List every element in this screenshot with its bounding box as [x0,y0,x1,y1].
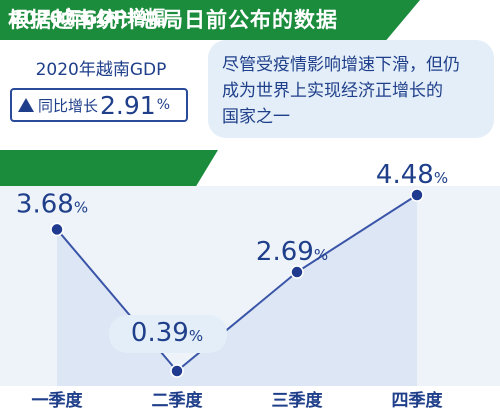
stat-label: 2020年越南GDP [35,60,167,80]
data-label-2: 0.39% [131,318,203,348]
note-line-2: 成为世界上实现经济正增长的 [222,81,443,101]
growth-label: 同比增长 [38,96,99,115]
triangle-up-icon [18,98,34,112]
data-point-3 [290,265,304,279]
chart-header-banner [0,150,218,186]
note-line-3: 国家之一 [222,107,290,127]
data-label-3: 2.69% [256,237,328,267]
x-tick-label-1: 一季度 [32,390,84,411]
data-label-4: 4.48% [376,160,448,190]
note-line-1: 尽管受疫情影响增速下滑，但仍 [222,55,460,75]
growth-value: 2.91 [100,90,156,120]
growth-unit: % [156,97,170,113]
data-label-bg-2 [109,315,227,353]
chart-title: 2020年GDP增幅 [10,7,166,29]
x-tick-label-4: 四季度 [392,390,444,411]
header-banner [0,0,420,40]
growth-badge: 同比增长 2.91 % [10,88,188,122]
note-box: 尽管受疫情影响增速下滑，但仍 成为世界上实现经济正增长的 国家之一 [208,40,494,138]
area-fill [57,195,417,386]
data-point-1 [50,222,64,237]
x-tick-label-3: 三季度 [272,390,324,411]
page-title: 根据越南统计总局日前公布的数据 [8,8,338,32]
data-point-4 [410,188,424,202]
series-line [56,194,418,373]
x-tick-label-2: 二季度 [152,390,204,411]
data-label-1: 3.68% [16,189,88,219]
data-point-2 [170,364,184,378]
